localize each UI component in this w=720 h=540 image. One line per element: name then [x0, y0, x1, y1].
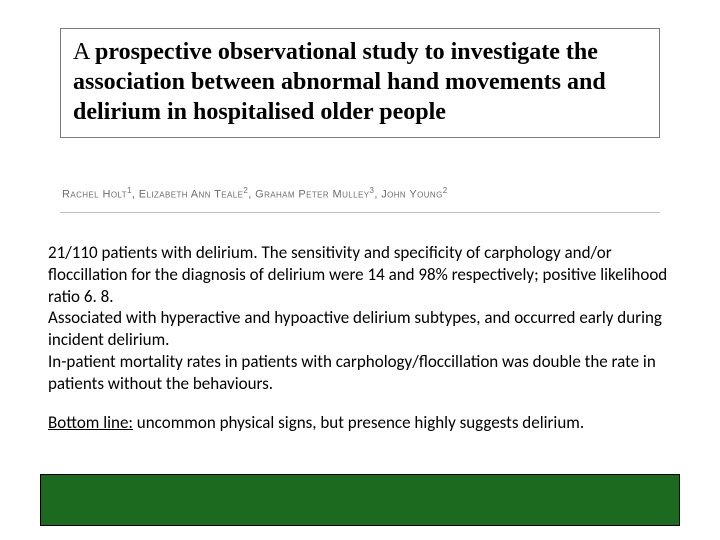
- horizontal-rule: [60, 212, 660, 213]
- bottom-line-label: Bottom line:: [48, 412, 133, 433]
- bottom-line-text: uncommon physical signs, but presence hi…: [133, 412, 584, 433]
- author-affiliation: 2: [243, 186, 248, 195]
- bottom-line: Bottom line: uncommon physical signs, bu…: [48, 412, 680, 434]
- author-affiliation: 2: [443, 186, 448, 195]
- title-box: A prospective observational study to inv…: [60, 28, 660, 138]
- body-paragraph-3: In-patient mortality rates in patients w…: [48, 351, 680, 395]
- study-title: A prospective observational study to inv…: [73, 37, 647, 127]
- author: Rachel Holt: [62, 189, 127, 201]
- footer-bar: [40, 474, 680, 526]
- title-leading: A: [73, 39, 95, 65]
- authors-line: Rachel Holt1, Elizabeth Ann Teale2, Grah…: [62, 186, 448, 201]
- author: Elizabeth Ann Teale: [139, 189, 244, 201]
- author-affiliation: 1: [127, 186, 132, 195]
- body-paragraph-1: 21/110 patients with delirium. The sensi…: [48, 242, 680, 307]
- author: Graham Peter Mulley: [255, 189, 369, 201]
- author-affiliation: 3: [369, 186, 374, 195]
- body-text: 21/110 patients with delirium. The sensi…: [48, 242, 680, 434]
- body-paragraph-2: Associated with hyperactive and hypoacti…: [48, 307, 680, 351]
- author: John Young: [381, 189, 442, 201]
- title-main: prospective observational study to inves…: [73, 39, 606, 125]
